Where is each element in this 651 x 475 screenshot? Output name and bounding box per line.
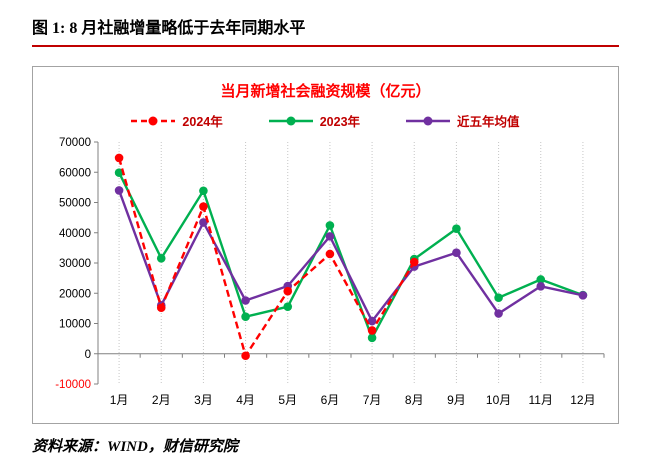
data-point xyxy=(241,312,250,322)
data-point xyxy=(367,326,377,335)
figure-title: 图 1: 8 月社融增量略低于去年同期水平 xyxy=(32,20,306,37)
x-axis-label: 12月 xyxy=(570,393,595,407)
legend-item: 2024年 xyxy=(131,111,223,130)
line-chart: 70000 60000 50000 40000 30000 20000 10000 0 -100… xyxy=(55,137,605,407)
legend-label: 近五年均值 xyxy=(457,115,520,129)
y-tick-label: 20000 xyxy=(59,288,91,300)
data-point xyxy=(325,221,335,230)
data-point xyxy=(452,224,461,234)
legend-dot xyxy=(148,116,158,125)
chart-legend: 2024年 2023年 近五年均值 xyxy=(33,111,618,130)
data-point xyxy=(325,249,335,259)
legend-line-sample xyxy=(406,116,451,125)
legend-line-sample xyxy=(131,116,176,125)
legend-dot xyxy=(423,116,433,125)
data-point xyxy=(283,286,293,296)
data-point xyxy=(199,186,208,196)
data-point xyxy=(367,333,377,343)
y-tick-label: 40000 xyxy=(59,228,91,240)
legend-label: 2024年 xyxy=(182,115,223,129)
x-axis-label: 6月 xyxy=(321,393,340,407)
y-tick-label: 50000 xyxy=(59,198,91,210)
x-axis-label: 8月 xyxy=(405,393,424,407)
data-point xyxy=(199,218,208,227)
x-axis-label: 3月 xyxy=(194,393,213,407)
data-point xyxy=(494,293,503,303)
data-point xyxy=(241,351,250,361)
legend-item: 近五年均值 xyxy=(406,111,520,130)
data-point xyxy=(325,232,335,241)
data-point xyxy=(367,316,377,326)
x-axis-label: 4月 xyxy=(236,393,255,407)
x-axis-label: 1月 xyxy=(110,393,129,407)
series-line xyxy=(118,172,584,339)
y-tick-label: -10000 xyxy=(55,379,91,391)
data-point xyxy=(156,253,166,263)
data-point xyxy=(536,275,546,284)
data-point xyxy=(114,186,124,195)
y-tick-label: 70000 xyxy=(59,137,91,149)
y-tick-label: 0 xyxy=(85,349,91,361)
chart-title: 当月新增社会融资规模（亿元） xyxy=(220,84,431,100)
x-axis-label: 5月 xyxy=(278,393,297,407)
data-point xyxy=(578,291,588,300)
legend-dot xyxy=(286,116,296,125)
data-point xyxy=(536,281,546,291)
data-point xyxy=(409,257,419,267)
data-point xyxy=(156,303,166,313)
x-axis-label: 2月 xyxy=(152,393,171,407)
series-line xyxy=(117,189,584,323)
y-tick-label: 30000 xyxy=(59,258,91,270)
x-axis-label: 9月 xyxy=(447,393,466,407)
data-point xyxy=(283,302,293,311)
data-point xyxy=(114,168,124,177)
x-axis-label: 11月 xyxy=(529,393,553,407)
legend-label: 2023年 xyxy=(319,115,361,129)
x-axis-label: 10月 xyxy=(486,393,511,407)
legend-item: 2023年 xyxy=(268,111,361,130)
legend-line-sample xyxy=(268,116,313,125)
x-axis-label: 7月 xyxy=(363,393,382,407)
chart-container: 当月新增社会融资规模（亿元） 2024年 2023年 近五年均值 70000 6000… xyxy=(32,66,619,424)
data-point xyxy=(494,309,503,318)
source-note: 资料来源：WIND，财信研究院 xyxy=(32,439,238,455)
data-point xyxy=(114,153,124,163)
y-tick-label: 10000 xyxy=(59,319,91,331)
data-point xyxy=(452,248,461,258)
data-point xyxy=(199,202,208,211)
y-tick-label: 60000 xyxy=(59,167,91,179)
data-point xyxy=(241,296,250,305)
heading-rule xyxy=(32,45,619,47)
